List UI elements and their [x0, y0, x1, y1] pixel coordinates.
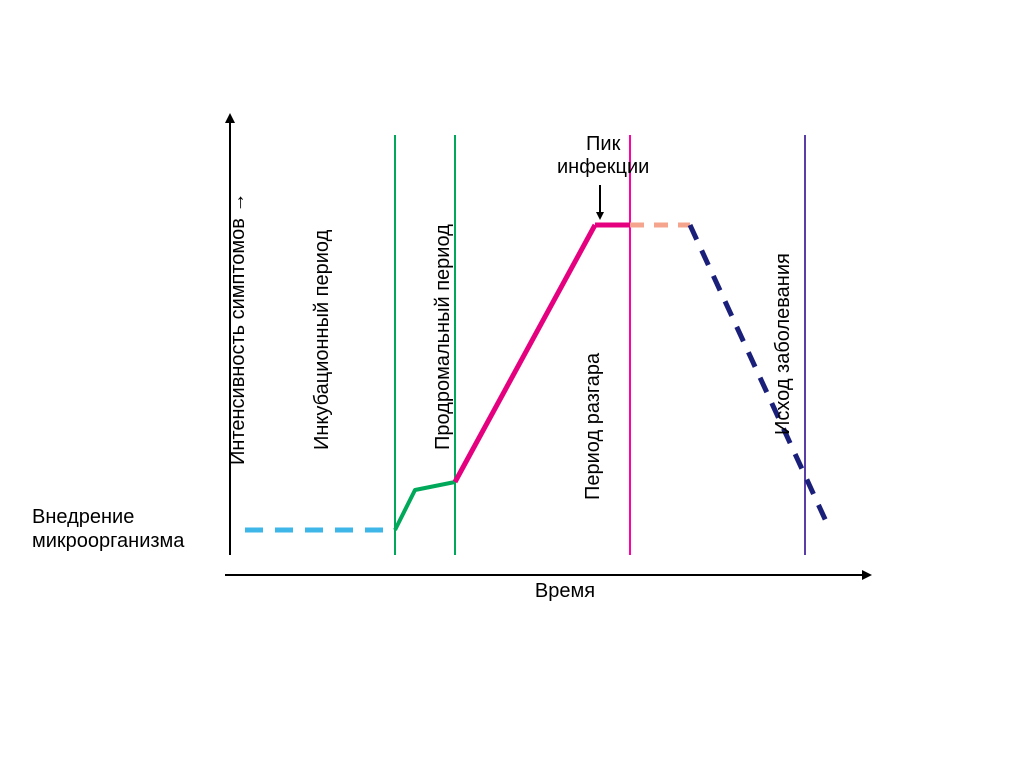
entry-label: Внедрение микроорганизма	[32, 505, 184, 553]
phase-razgar-label: Период разгара	[582, 353, 605, 500]
diagram-stage: Интенсивность симптомов → Инкубационный …	[0, 0, 1024, 767]
y-axis-label: Интенсивность симптомов →	[227, 193, 250, 466]
phase-outcome-label: Исход заболевания	[772, 253, 795, 435]
entry-label-line2: микроорганизма	[32, 530, 184, 552]
peak-label-line1: Пик	[586, 133, 620, 155]
peak-label-line2: инфекции	[557, 156, 649, 178]
x-axis-label: Время	[505, 580, 625, 603]
peak-label: Пик инфекции	[557, 133, 649, 179]
diagram-svg	[0, 0, 1024, 767]
phase-incubation-label: Инкубационный период	[311, 230, 334, 450]
phase-prodromal-label: Продромальный период	[432, 224, 455, 450]
entry-label-line1: Внедрение	[32, 506, 134, 528]
